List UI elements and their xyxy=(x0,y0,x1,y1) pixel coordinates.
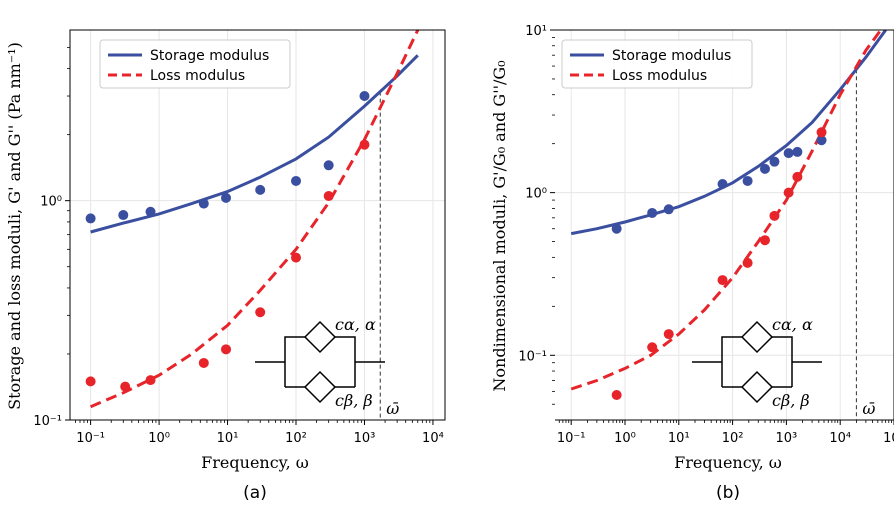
tick-layer: 10⁻¹ 10⁰ 10¹ 10² 10³ 10⁴ 10⁵ 10⁻¹ 10⁰ 10¹ xyxy=(518,24,894,446)
storage-data-point xyxy=(783,148,794,159)
panel-label: (a) xyxy=(243,483,267,503)
circuit-wire xyxy=(335,336,356,387)
y-tick-label: 10⁻¹ xyxy=(33,414,62,429)
crossover-label: ω̄ xyxy=(862,399,875,418)
x-tick-label: 10⁰ xyxy=(148,431,170,446)
x-tick-label: 10⁵ xyxy=(883,431,894,446)
x-tick-label: 10⁴ xyxy=(422,431,444,446)
storage-data-point xyxy=(717,179,728,190)
x-tick-label: 10¹ xyxy=(217,431,239,446)
storage-data-point xyxy=(769,156,780,167)
circuit-wire xyxy=(772,336,793,387)
storage-data-point xyxy=(85,213,96,224)
crossover-label: ω̄ xyxy=(386,399,399,418)
y-tick-label: 10⁰ xyxy=(525,187,547,202)
loss-data-point xyxy=(198,357,209,368)
legend: Storage modulus Loss modulus xyxy=(561,39,753,89)
storage-data-point xyxy=(118,210,129,221)
inset-label-top: cα, α xyxy=(335,315,376,334)
x-tick-label: 10² xyxy=(285,431,307,446)
storage-data-point xyxy=(792,146,803,157)
loss-data-point xyxy=(221,344,232,355)
series-layer xyxy=(85,30,420,420)
loss-data-point xyxy=(742,257,753,268)
panel-a: cα, α cβ, β 10⁻¹ 10⁰ 10¹ 10² 10³ 10⁴ 10⁻¹ 10⁰ St… xyxy=(5,29,446,503)
x-tick-label: 10⁴ xyxy=(829,431,851,446)
storage-data-point xyxy=(759,163,770,174)
circuit-inset: cα, α cβ, β xyxy=(692,315,822,410)
storage-data-point xyxy=(198,198,209,209)
x-tick-label: 10⁻¹ xyxy=(76,431,105,446)
loss-data-point xyxy=(647,342,658,353)
x-tick-label: 10¹ xyxy=(668,431,690,446)
storage-data-point xyxy=(742,175,753,186)
tick-layer: 10⁻¹ 10⁰ 10¹ 10² 10³ 10⁴ 10⁻¹ 10⁰ xyxy=(33,46,444,446)
loss-data-point xyxy=(816,127,827,138)
inset-label-top: cα, α xyxy=(772,315,813,334)
x-tick-label: 10⁰ xyxy=(614,431,636,446)
circuit-wire xyxy=(721,336,742,387)
storage-data-point xyxy=(611,223,622,234)
loss-data-point xyxy=(359,139,370,150)
legend: Storage modulus Loss modulus xyxy=(99,39,291,89)
x-axis-label: Frequency, ω xyxy=(201,453,309,472)
y-tick-label: 10⁰ xyxy=(40,195,62,210)
y-axis-label: Nondimensional moduli, G'/G₀ and G''/G₀ xyxy=(490,60,509,391)
loss-data-point xyxy=(792,171,803,182)
storage-data-point xyxy=(359,91,370,102)
legend-box xyxy=(561,39,753,89)
circuit-element-top xyxy=(303,320,337,354)
panel-b: cα, α cβ, β 10⁻¹ 10⁰ 10¹ 10² 10³ 10⁴ 10⁵ 10⁻¹ 10⁰… xyxy=(490,24,894,503)
loss-data-point xyxy=(85,376,96,387)
legend-entry: Loss modulus xyxy=(612,68,707,84)
storage-fit-line xyxy=(90,54,419,234)
storage-data-point xyxy=(255,184,266,195)
loss-data-point xyxy=(120,381,131,392)
loss-data-point xyxy=(291,252,302,263)
loss-data-point xyxy=(145,375,156,386)
storage-data-point xyxy=(663,204,674,215)
circuit-element-top xyxy=(740,320,774,354)
circuit-element-bottom xyxy=(303,370,337,404)
legend-entry: Storage modulus xyxy=(150,48,269,64)
panel-label: (b) xyxy=(716,483,740,503)
x-tick-label: 10³ xyxy=(354,431,376,446)
storage-data-point xyxy=(647,207,658,218)
inset-label-bottom: cβ, β xyxy=(335,391,373,410)
storage-data-point xyxy=(291,175,302,186)
loss-data-point xyxy=(717,275,728,286)
series-layer xyxy=(570,30,887,420)
y-axis-label: Storage and loss moduli, G' and G'' (Pa … xyxy=(5,42,24,410)
plot-frame xyxy=(69,29,446,421)
circuit-inset: cα, α cβ, β xyxy=(255,315,385,410)
storage-data-point xyxy=(145,206,156,217)
legend-box xyxy=(99,39,291,89)
circuit-element-bottom xyxy=(740,370,774,404)
x-axis-label: Frequency, ω xyxy=(674,453,782,472)
y-tick-label: 10¹ xyxy=(525,24,547,39)
storage-data-point xyxy=(816,135,827,146)
storage-data-point xyxy=(323,160,334,171)
x-tick-label: 10⁻¹ xyxy=(557,431,586,446)
loss-data-point xyxy=(783,187,794,198)
loss-data-point xyxy=(759,235,770,246)
loss-data-point xyxy=(611,389,622,400)
legend-entry: Loss modulus xyxy=(150,68,245,84)
storage-fit-line xyxy=(570,30,887,236)
inset-label-bottom: cβ, β xyxy=(772,391,810,410)
loss-data-point xyxy=(255,307,266,318)
circuit-wire xyxy=(284,336,305,387)
loss-data-point xyxy=(663,329,674,340)
loss-data-point xyxy=(323,191,334,202)
loss-fit-line xyxy=(570,30,883,391)
y-tick-label: 10⁻¹ xyxy=(518,349,547,364)
x-tick-label: 10² xyxy=(722,431,744,446)
x-tick-label: 10³ xyxy=(776,431,798,446)
loss-data-point xyxy=(769,210,780,221)
legend-entry: Storage modulus xyxy=(612,48,731,64)
storage-data-point xyxy=(221,192,232,203)
loss-fit-line xyxy=(90,30,420,409)
